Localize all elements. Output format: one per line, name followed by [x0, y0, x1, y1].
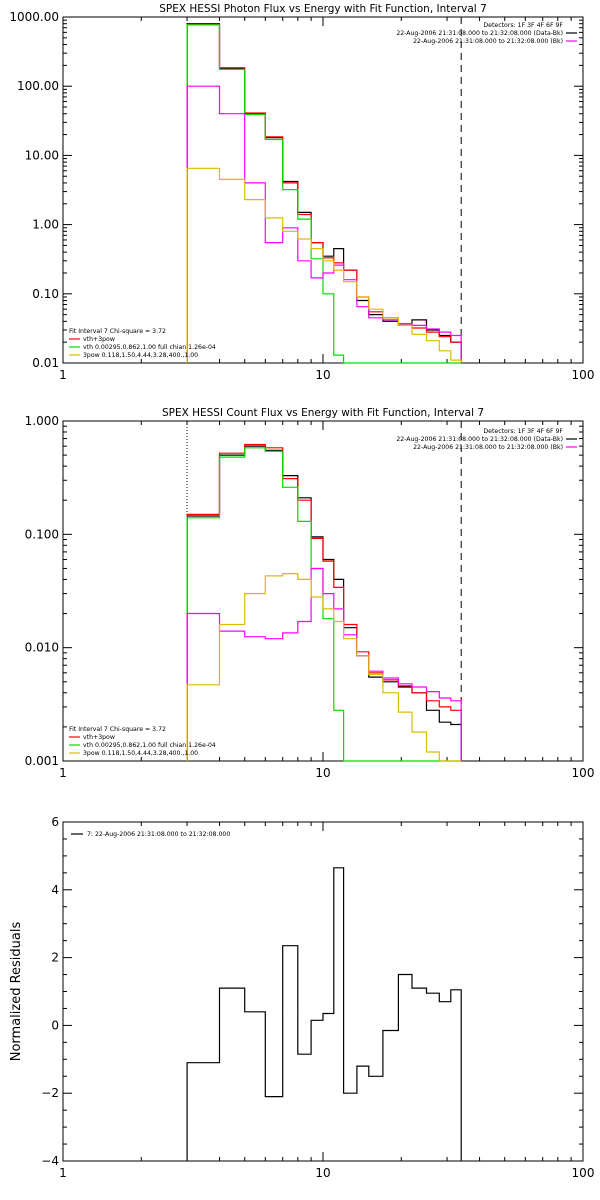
series-step-line-5 — [186, 167, 462, 363]
x-tick-label: 1 — [59, 1166, 67, 1180]
series-step-line-2 — [186, 23, 462, 363]
y-tick-label: 6 — [51, 815, 59, 829]
plot-frame-3 — [62, 821, 584, 1162]
series-step-line-5 — [186, 573, 462, 762]
fit-legend-label: 3pow 0.118,1.50,4.44,3.28,400.,1.00 — [83, 750, 198, 757]
y-tick-label: 10.00 — [25, 148, 59, 162]
series-step-line-3 — [186, 447, 462, 762]
series-step-line-1 — [186, 867, 462, 1161]
series-step-line-4 — [186, 85, 462, 363]
y-tick-label: −4 — [41, 1154, 59, 1168]
residual-legend-label: 7: 22-Aug-2006 21:31:08.000 to 21:32:08.… — [87, 831, 230, 838]
series-step-line-2 — [186, 443, 462, 761]
y-tick-label: 1.000 — [25, 414, 59, 428]
fit-legend-label: 3pow 0.118,1.50,4.44,3.28,400.,1.00 — [83, 352, 198, 359]
fit-legend-label: vth 0.00295,0.862,1.00 full chian 1.26e-… — [83, 344, 216, 351]
x-tick-label: 10 — [315, 368, 330, 382]
y-tick-label: 0.01 — [32, 356, 59, 370]
y-tick-label: 0 — [51, 1018, 59, 1032]
series-step-line-3 — [186, 24, 462, 364]
y-tick-label: 100.00 — [17, 79, 59, 93]
chart-title-2: SPEX HESSI Count Flux vs Energy with Fit… — [162, 407, 484, 419]
fit-legend-label: vth+3pow — [83, 734, 115, 741]
fit-legend-label: vth 0.00295,0.862,1.00 full chian 1.26e-… — [83, 742, 216, 749]
x-tick-label: 100 — [572, 368, 595, 382]
y-tick-label: −2 — [41, 1086, 59, 1100]
y-axis-label: Normalized Residuals — [9, 922, 24, 1062]
y-tick-label: 2 — [51, 951, 59, 965]
plot-frame-1 — [62, 16, 584, 364]
fit-legend-label: vth+3pow — [83, 336, 115, 343]
y-tick-label: 0.10 — [32, 287, 59, 301]
y-tick-label: 0.001 — [25, 754, 59, 768]
info-line: 22-Aug-2006 21:31:08.000 to 21:32:08.000… — [413, 38, 563, 45]
y-tick-label: 1000.00 — [9, 10, 59, 24]
y-tick-label: 0.100 — [25, 527, 59, 541]
fit-legend-title: Fit Interval 7 Chi-square = 3.72 — [69, 328, 166, 335]
x-tick-label: 100 — [572, 1166, 595, 1180]
info-line: 22-Aug-2006 21:31:08.000 to 21:32:08.000… — [396, 30, 563, 37]
fit-legend-title: Fit Interval 7 Chi-square = 3.72 — [69, 726, 166, 733]
y-tick-label: 1.00 — [32, 218, 59, 232]
info-line: Detectors: 1F 3F 4F 6F 9F — [483, 22, 563, 29]
series-step-line-1 — [186, 445, 462, 761]
series-step-line-1 — [186, 23, 462, 363]
info-line: 22-Aug-2006 21:31:08.000 to 21:32:08.000… — [396, 436, 563, 443]
info-line: 22-Aug-2006 21:31:08.000 to 21:32:08.000… — [413, 444, 563, 451]
x-tick-label: 100 — [572, 766, 595, 780]
chart-title-1: SPEX HESSI Photon Flux vs Energy with Fi… — [159, 3, 487, 15]
y-tick-label: 4 — [51, 883, 59, 897]
x-tick-label: 1 — [59, 766, 67, 780]
y-tick-label: 0.010 — [25, 641, 59, 655]
x-tick-label: 1 — [59, 368, 67, 382]
info-line: Detectors: 1F 3F 4F 6F 9F — [483, 428, 563, 435]
x-tick-label: 10 — [315, 1166, 330, 1180]
x-tick-label: 10 — [315, 766, 330, 780]
